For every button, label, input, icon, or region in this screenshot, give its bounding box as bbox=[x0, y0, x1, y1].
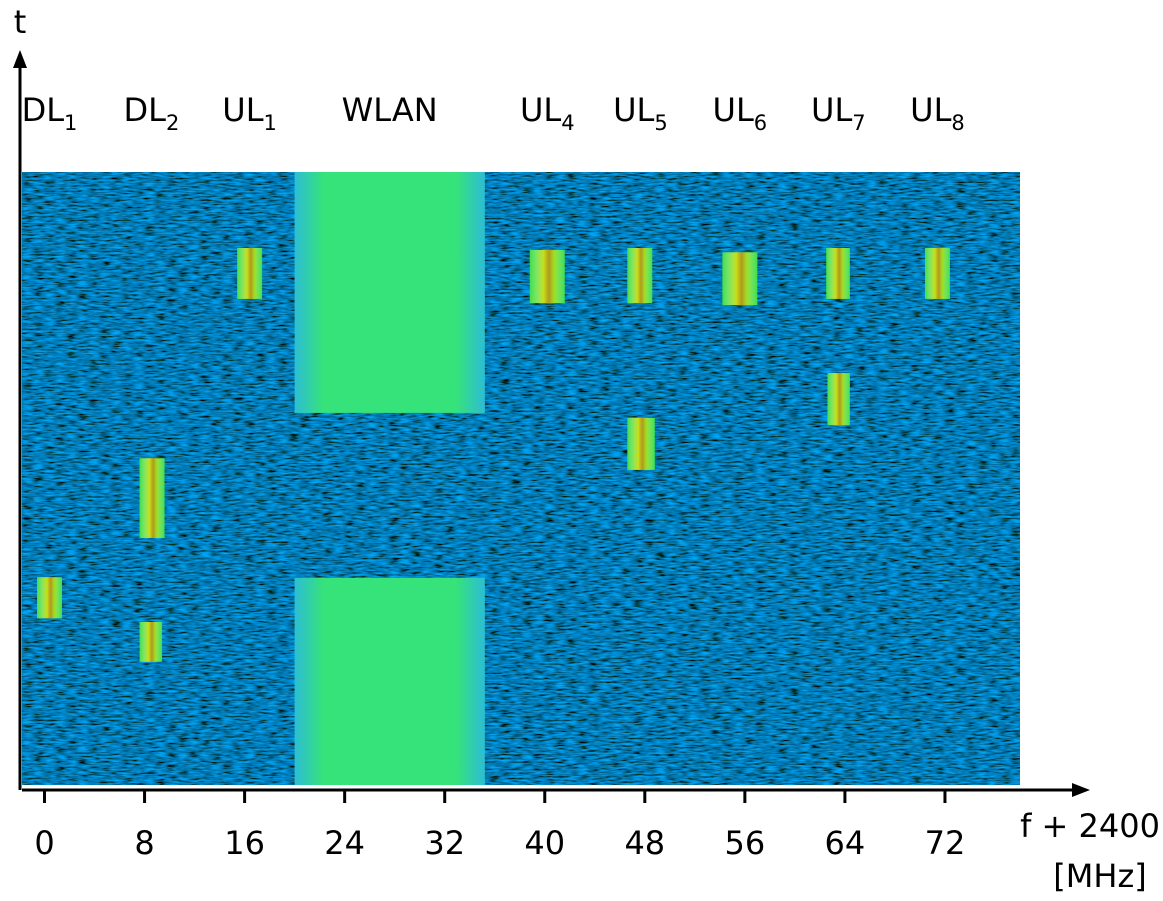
band-label: DL2 bbox=[124, 91, 180, 135]
x-tick-label: 64 bbox=[825, 824, 866, 862]
burst bbox=[827, 373, 850, 425]
band-name: UL bbox=[910, 91, 951, 129]
band-name: WLAN bbox=[342, 91, 438, 129]
y-axis-label: t bbox=[14, 3, 27, 41]
x-tick-label: 8 bbox=[134, 824, 154, 862]
band-subscript: 6 bbox=[754, 111, 767, 135]
x-axis-label: f + 2400 bbox=[1020, 807, 1160, 845]
x-tick-label: 48 bbox=[624, 824, 665, 862]
burst bbox=[140, 622, 163, 662]
page: {"chart_data": { "type": "spectrogram", … bbox=[0, 0, 1163, 901]
burst bbox=[722, 252, 757, 305]
burst bbox=[37, 577, 62, 618]
band-subscript: 4 bbox=[561, 111, 574, 135]
burst bbox=[925, 248, 950, 299]
band-name: UL bbox=[811, 91, 852, 129]
chart: t f + 2400 [MHz] DL1DL2UL1WLANUL4UL5UL6U… bbox=[0, 0, 1163, 901]
band-label: UL5 bbox=[613, 91, 668, 135]
x-tick-label: 16 bbox=[224, 824, 265, 862]
band-subscript: 1 bbox=[264, 111, 277, 135]
burst bbox=[826, 248, 850, 299]
plot-background bbox=[22, 172, 1020, 785]
band-label: UL7 bbox=[811, 91, 866, 135]
x-tick-label: 56 bbox=[725, 824, 766, 862]
band-subscript: 8 bbox=[951, 111, 964, 135]
band-subscript: 5 bbox=[654, 111, 667, 135]
x-tick-label: 72 bbox=[925, 824, 966, 862]
x-tick-label: 32 bbox=[424, 824, 465, 862]
burst bbox=[140, 458, 165, 538]
band-subscript: 7 bbox=[852, 111, 865, 135]
band-label: UL8 bbox=[910, 91, 965, 135]
band-name: UL bbox=[713, 91, 754, 129]
burst bbox=[530, 250, 565, 303]
burst bbox=[627, 418, 655, 470]
burst bbox=[295, 578, 485, 785]
band-name: DL bbox=[124, 91, 167, 129]
band-name: UL bbox=[613, 91, 654, 129]
x-tick-label: 24 bbox=[324, 824, 365, 862]
burst bbox=[627, 248, 652, 303]
band-label: UL4 bbox=[520, 91, 575, 135]
band-label: UL6 bbox=[713, 91, 768, 135]
x-arrow bbox=[1072, 783, 1090, 797]
band-label: DL1 bbox=[22, 91, 78, 135]
band-label: WLAN bbox=[342, 91, 438, 129]
band-subscript: 2 bbox=[166, 111, 179, 135]
x-axis-unit: [MHz] bbox=[1053, 857, 1146, 895]
band-name: DL bbox=[22, 91, 65, 129]
band-name: UL bbox=[222, 91, 263, 129]
burst bbox=[295, 172, 485, 413]
band-name: UL bbox=[520, 91, 561, 129]
burst bbox=[237, 248, 262, 299]
band-subscript: 1 bbox=[64, 111, 77, 135]
band-label: UL1 bbox=[222, 91, 277, 135]
x-tick-label: 40 bbox=[524, 824, 565, 862]
y-arrow bbox=[13, 50, 27, 68]
x-tick-label: 0 bbox=[34, 824, 54, 862]
